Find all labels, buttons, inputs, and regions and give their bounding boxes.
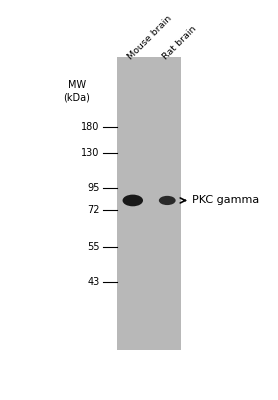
Ellipse shape [123, 195, 143, 206]
Text: Rat brain: Rat brain [161, 25, 198, 62]
Text: 180: 180 [81, 122, 100, 132]
Text: 130: 130 [81, 148, 100, 158]
Bar [117, 57, 181, 350]
Ellipse shape [159, 196, 176, 205]
Text: MW
(kDa): MW (kDa) [63, 80, 90, 103]
Text: Mouse brain: Mouse brain [126, 14, 174, 62]
Text: 55: 55 [87, 242, 100, 252]
Text: PKC gamma: PKC gamma [192, 196, 259, 206]
Text: 72: 72 [87, 205, 100, 215]
Text: 43: 43 [87, 277, 100, 287]
Text: 95: 95 [87, 183, 100, 193]
